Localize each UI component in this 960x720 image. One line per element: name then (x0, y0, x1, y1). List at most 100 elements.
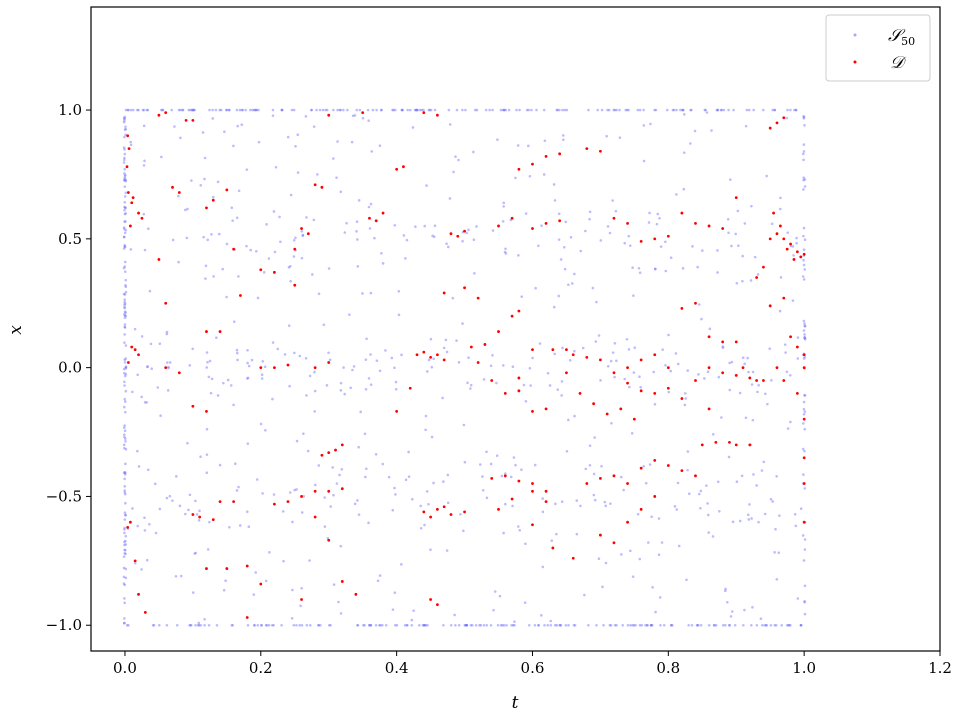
data-point-s50 (534, 286, 537, 290)
data-point-d (565, 348, 568, 352)
data-point-s50 (670, 623, 674, 627)
data-point-s50 (260, 623, 263, 627)
data-point-s50 (369, 383, 373, 386)
data-point-s50 (489, 623, 493, 627)
data-point-s50 (245, 244, 248, 248)
data-point-s50 (140, 568, 143, 571)
data-point-d (313, 489, 317, 493)
data-point-s50 (159, 414, 162, 418)
data-point-s50 (273, 250, 277, 254)
data-point-s50 (785, 623, 789, 627)
data-point-s50 (151, 623, 155, 627)
data-point-s50 (124, 366, 128, 369)
data-point-s50 (803, 394, 807, 397)
data-point-s50 (368, 227, 372, 230)
data-point-s50 (123, 326, 127, 329)
data-point-d (340, 487, 344, 491)
data-point-s50 (427, 502, 430, 506)
data-point-s50 (746, 513, 750, 517)
data-point-s50 (122, 292, 126, 296)
y-tick-label: 0.5 (58, 230, 82, 248)
data-point-s50 (554, 502, 557, 506)
data-point-s50 (743, 222, 747, 225)
data-point-d (225, 567, 229, 570)
data-point-s50 (704, 108, 707, 112)
data-point-s50 (615, 623, 618, 627)
data-point-s50 (682, 187, 686, 191)
data-point-d (293, 247, 297, 251)
data-point-d (137, 211, 140, 215)
data-point-s50 (520, 295, 523, 298)
data-point-d (327, 451, 331, 455)
data-point-d (775, 121, 779, 125)
data-point-s50 (308, 374, 312, 378)
data-point-d (544, 155, 548, 158)
data-point-s50 (329, 505, 333, 508)
data-point-s50 (537, 623, 540, 627)
data-point-s50 (145, 401, 148, 404)
data-point-s50 (556, 388, 560, 391)
data-point-s50 (457, 158, 460, 162)
data-point-s50 (775, 577, 779, 581)
data-point-s50 (803, 178, 807, 181)
data-point-s50 (123, 358, 127, 362)
data-point-s50 (190, 108, 194, 112)
data-point-s50 (729, 615, 733, 618)
data-point-d (531, 162, 534, 166)
data-point-s50 (787, 623, 790, 627)
data-point-d (320, 185, 324, 189)
data-point-d (137, 592, 140, 596)
legend-label-d: 𝒟 (890, 53, 907, 73)
data-point-s50 (123, 526, 126, 530)
data-point-s50 (271, 341, 275, 344)
data-point-s50 (579, 249, 583, 253)
data-point-s50 (467, 356, 470, 360)
data-point-s50 (575, 532, 579, 536)
data-point-s50 (131, 507, 134, 510)
x-tick-label: 0.6 (521, 659, 545, 677)
data-point-s50 (179, 574, 183, 578)
data-point-s50 (207, 623, 211, 627)
data-point-s50 (770, 379, 773, 382)
data-point-s50 (124, 389, 128, 393)
data-point-s50 (653, 267, 657, 271)
data-point-s50 (599, 239, 603, 242)
data-point-s50 (560, 380, 564, 383)
data-point-s50 (455, 339, 458, 342)
data-point-s50 (123, 303, 126, 307)
data-point-d (191, 513, 195, 516)
data-point-s50 (432, 481, 435, 485)
data-point-s50 (246, 377, 249, 380)
data-point-s50 (555, 108, 559, 112)
data-point-s50 (369, 291, 373, 295)
data-point-s50 (276, 347, 280, 351)
data-point-d (272, 366, 276, 370)
data-point-s50 (236, 358, 239, 362)
data-point-s50 (510, 623, 513, 627)
data-point-s50 (124, 206, 127, 209)
data-point-s50 (735, 480, 739, 484)
data-point-s50 (803, 322, 806, 326)
data-point-s50 (391, 508, 395, 512)
data-point-s50 (464, 108, 467, 112)
data-point-s50 (203, 623, 206, 627)
data-point-s50 (650, 515, 653, 519)
data-point-s50 (254, 108, 257, 112)
data-point-s50 (751, 605, 754, 609)
data-point-s50 (756, 273, 760, 276)
data-point-d (802, 456, 806, 460)
data-point-s50 (463, 460, 467, 464)
data-point-s50 (142, 164, 146, 167)
data-point-d (126, 361, 130, 364)
data-point-s50 (595, 623, 598, 627)
data-point-s50 (367, 119, 370, 122)
data-point-s50 (802, 263, 806, 267)
data-point-s50 (632, 371, 636, 374)
y-tick-label: 1.0 (58, 101, 82, 119)
data-point-s50 (524, 212, 528, 215)
data-point-d (544, 500, 548, 503)
data-point-s50 (654, 108, 658, 112)
data-point-s50 (495, 381, 498, 385)
data-point-s50 (371, 108, 375, 112)
x-tick-label: 0.4 (385, 659, 409, 677)
